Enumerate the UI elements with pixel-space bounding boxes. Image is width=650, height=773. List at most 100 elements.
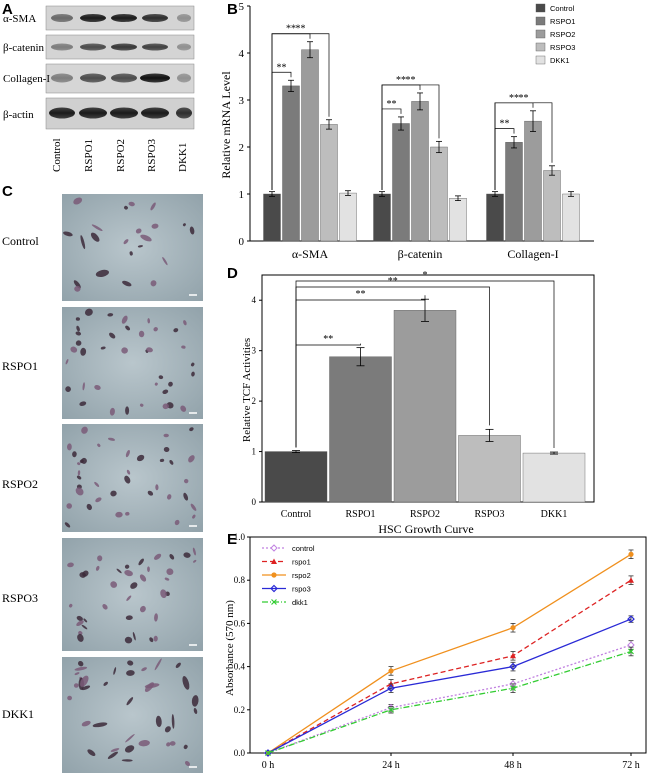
- cell-blob: [155, 484, 159, 491]
- cell-blob: [149, 637, 154, 643]
- cell-blob: [138, 330, 145, 338]
- cell-blob: [164, 726, 171, 733]
- cell-blob: [168, 381, 173, 387]
- cell-blob: [90, 232, 100, 242]
- cell-blob: [189, 226, 195, 235]
- cell-blob: [167, 494, 172, 500]
- cell-blob: [173, 328, 179, 333]
- chart-e: E HSC Growth Curve Absorbance (570 nm) 0…: [224, 522, 647, 771]
- chart-d-category-label: RSPO2: [410, 509, 440, 520]
- cell-blob: [191, 371, 195, 377]
- cell-blob: [169, 459, 174, 465]
- chart-e-legend-marker-control: [270, 544, 278, 552]
- chart-e-line-control: [267, 644, 632, 754]
- cell-blob: [139, 605, 146, 613]
- cell-blob: [70, 346, 78, 353]
- cell-blob: [75, 317, 80, 321]
- cell-blob: [84, 308, 93, 316]
- cell-blob: [191, 695, 199, 707]
- image-label-dkk1: DKK1: [2, 707, 34, 721]
- cell-blob: [162, 389, 169, 395]
- cell-blob: [147, 318, 151, 324]
- panel-a: A α-SMA β-catenin Collagen-I β-actin Con…: [2, 1, 195, 172]
- blot-band-r3-l0: [49, 107, 75, 119]
- cell-blob: [72, 451, 77, 458]
- cell-blob: [125, 511, 130, 516]
- chart-e-ytick-label: 0.0: [234, 748, 246, 758]
- chart-b-significance-label: **: [396, 75, 406, 86]
- cell-blob: [150, 202, 156, 211]
- cell-blob: [190, 503, 197, 511]
- cell-blob: [121, 759, 133, 762]
- cell-blob: [77, 470, 81, 476]
- chart-e-point-rspo2: [510, 625, 516, 631]
- chart-d-ytick-label: 0: [252, 497, 257, 507]
- cell-blob: [124, 636, 133, 644]
- cell-blob: [81, 624, 88, 630]
- cell-blob: [136, 454, 145, 462]
- cell-blob: [141, 667, 147, 672]
- blot-band-r2-l2: [111, 73, 137, 83]
- chart-d-significance-bracket: [295, 280, 555, 449]
- cell-blob: [82, 382, 85, 391]
- chart-d-ytick-label: 1: [252, 447, 257, 457]
- chart-e-legend-marker-rspo1: [271, 558, 277, 564]
- blot-band-r3-l2: [110, 107, 138, 119]
- cell-blob: [126, 595, 132, 601]
- cell-blob: [162, 403, 169, 410]
- chart-e-ytick-label: 0.8: [234, 575, 246, 585]
- cell-blob: [151, 223, 159, 229]
- cell-blob: [189, 427, 194, 432]
- cell-blob: [158, 375, 164, 380]
- blot-label-collagen: Collagen-I: [3, 73, 50, 85]
- cell-blob: [184, 478, 189, 484]
- chart-b-bar-rspo1: [282, 85, 300, 242]
- chart-b-legend-label-rspo3: RSPO3: [550, 43, 575, 52]
- blot-band-r1-l4: [177, 43, 191, 51]
- chart-d-significance-label: *: [423, 270, 428, 281]
- cell-blob: [144, 683, 160, 689]
- chart-e-point-rspo3: [509, 662, 517, 671]
- chart-b-significance-bracket: [271, 33, 330, 190]
- cell-blob: [74, 666, 88, 671]
- cell-blob: [183, 320, 187, 326]
- chart-b-legend-swatch-rspo1: [535, 16, 546, 26]
- cell-blob: [77, 633, 84, 642]
- cell-blob: [125, 450, 130, 458]
- blot-band-r3-l1: [79, 107, 107, 119]
- chart-b-significance-bracket: [494, 102, 553, 190]
- chart-e-line-dkk1: [267, 650, 632, 754]
- cell-blob: [75, 340, 82, 346]
- cell-blob: [75, 487, 84, 496]
- blot-bands: [49, 14, 192, 119]
- cell-blob: [193, 707, 198, 715]
- cell-blob: [94, 385, 101, 390]
- chart-b-bar-rspo3: [430, 146, 448, 242]
- chart-b-ytick-label: 1: [239, 189, 245, 201]
- chart-b-legend-swatch-dkk1: [535, 55, 546, 65]
- chart-d: D Relative TCF Activities 0 1 2 3 4 Control RS…: [227, 265, 595, 520]
- chart-d-category-label: DKK1: [541, 509, 568, 520]
- blot-band-r3-l3: [141, 107, 169, 119]
- cell-blob: [135, 228, 142, 234]
- chart-b-bar-rspo2: [411, 101, 429, 242]
- cell-blob: [139, 574, 147, 582]
- cell-blob: [79, 401, 87, 407]
- chart-d-bar-control: [264, 451, 328, 503]
- cell-blob: [126, 697, 134, 706]
- lane-label-rspo2: RSPO2: [115, 139, 127, 172]
- lane-labels: Control RSPO1 RSPO2 RSPO3 DKK1: [51, 138, 189, 172]
- cell-blob: [124, 205, 128, 210]
- cell-blob: [137, 245, 143, 248]
- chart-e-frame: [249, 536, 647, 754]
- chart-b-ytick-label: 4: [239, 48, 245, 60]
- chart-e-ytick-label: 0.2: [234, 705, 245, 715]
- cell-blob: [107, 313, 114, 317]
- chart-b-ytick-label: 2: [239, 142, 245, 154]
- cell-blob: [94, 481, 100, 487]
- chart-b-bar-rspo1: [392, 123, 410, 242]
- cell-blob: [138, 740, 150, 747]
- chart-b-significance-label: **: [509, 93, 519, 104]
